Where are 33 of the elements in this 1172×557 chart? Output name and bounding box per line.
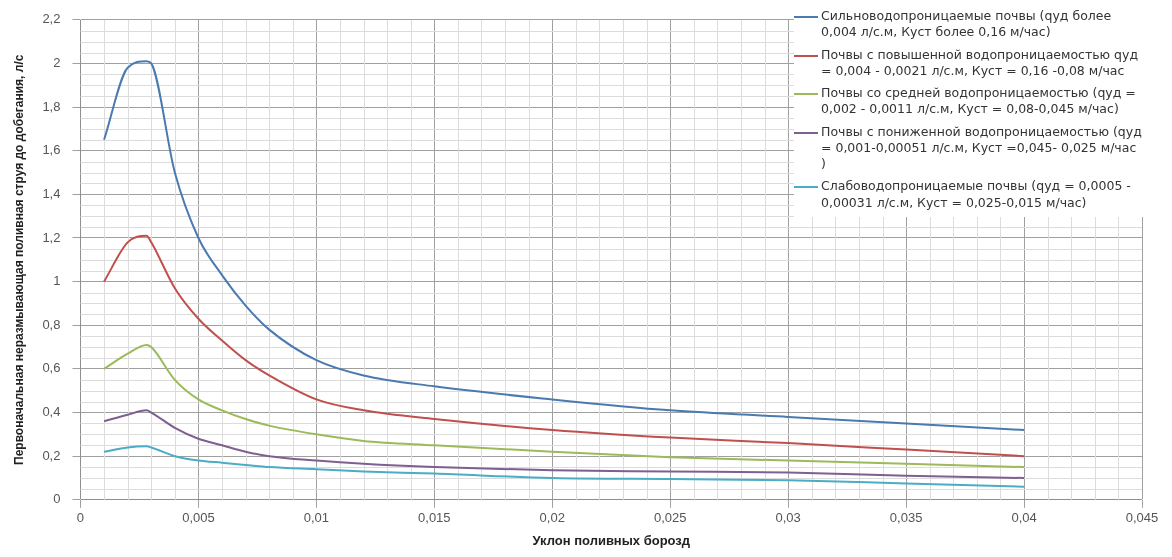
legend-label: Сильноводопроницаемые почвы (qуд более 0,004 л/с.м, Куст более 0,16 м/час)	[821, 8, 1113, 41]
x-tick-label: 0,03	[775, 510, 801, 526]
x-axis-title: Уклон поливных борозд	[532, 532, 691, 548]
y-tick-label: 2,2	[42, 11, 61, 27]
legend-label: Слабоводопроницаемые почвы (qуд = 0,0005 - 0,00031 л/с.м, Куст = 0,025-0,015 м/час)	[821, 178, 1132, 211]
line-series	[103, 343, 1026, 469]
y-tick-label: 1	[53, 273, 61, 289]
x-tick-label: 0,025	[653, 510, 687, 526]
y-tick-label: 1,2	[42, 229, 61, 245]
y-tick-label: 1,8	[42, 98, 61, 114]
x-tick-label: 0,015	[418, 510, 451, 526]
line-series	[103, 445, 1026, 488]
legend-label: Почвы с повышенной водопроницаемостью qуд = 0,004 - 0,0021 л/с.м, Куст = 0,16 -0,08 м/час	[821, 46, 1140, 79]
y-tick-label: 0,2	[42, 447, 61, 463]
y-tick-label: 1,4	[42, 185, 61, 201]
x-tick-label: 0,04	[1011, 510, 1037, 526]
x-tick-label: 0,005	[182, 510, 215, 526]
y-tick-label: 0,4	[42, 404, 61, 420]
legend-label: Почвы со средней водопроницаемостью (qуд = 0,002 - 0,0011 л/с.м, Куст = 0,08-0,045 м/час)	[821, 85, 1137, 118]
x-tick-label: 0,01	[303, 510, 330, 526]
y-tick-label: 2	[53, 55, 61, 71]
y-tick-label: 0,6	[42, 360, 61, 376]
x-tick-label: 0,035	[889, 510, 923, 526]
legend-label: Почвы с пониженной водопроницаемостью (qуд = 0,001-0,00051 л/с.м, Куст =0,045- 0,025 м/час )	[821, 123, 1143, 173]
line-series	[103, 409, 1026, 479]
y-tick-label: 0	[53, 491, 61, 507]
x-tick-label: 0	[76, 510, 85, 526]
x-tick-label: 0,045	[1125, 510, 1159, 526]
x-tick-label: 0,02	[539, 510, 565, 526]
y-tick-label: 0,8	[42, 316, 61, 332]
y-tick-label: 1,6	[42, 142, 61, 158]
line-series	[103, 234, 1026, 458]
y-axis-title: Первоначальная неразмывающая поливная струя до добегания, л/с	[11, 54, 26, 465]
